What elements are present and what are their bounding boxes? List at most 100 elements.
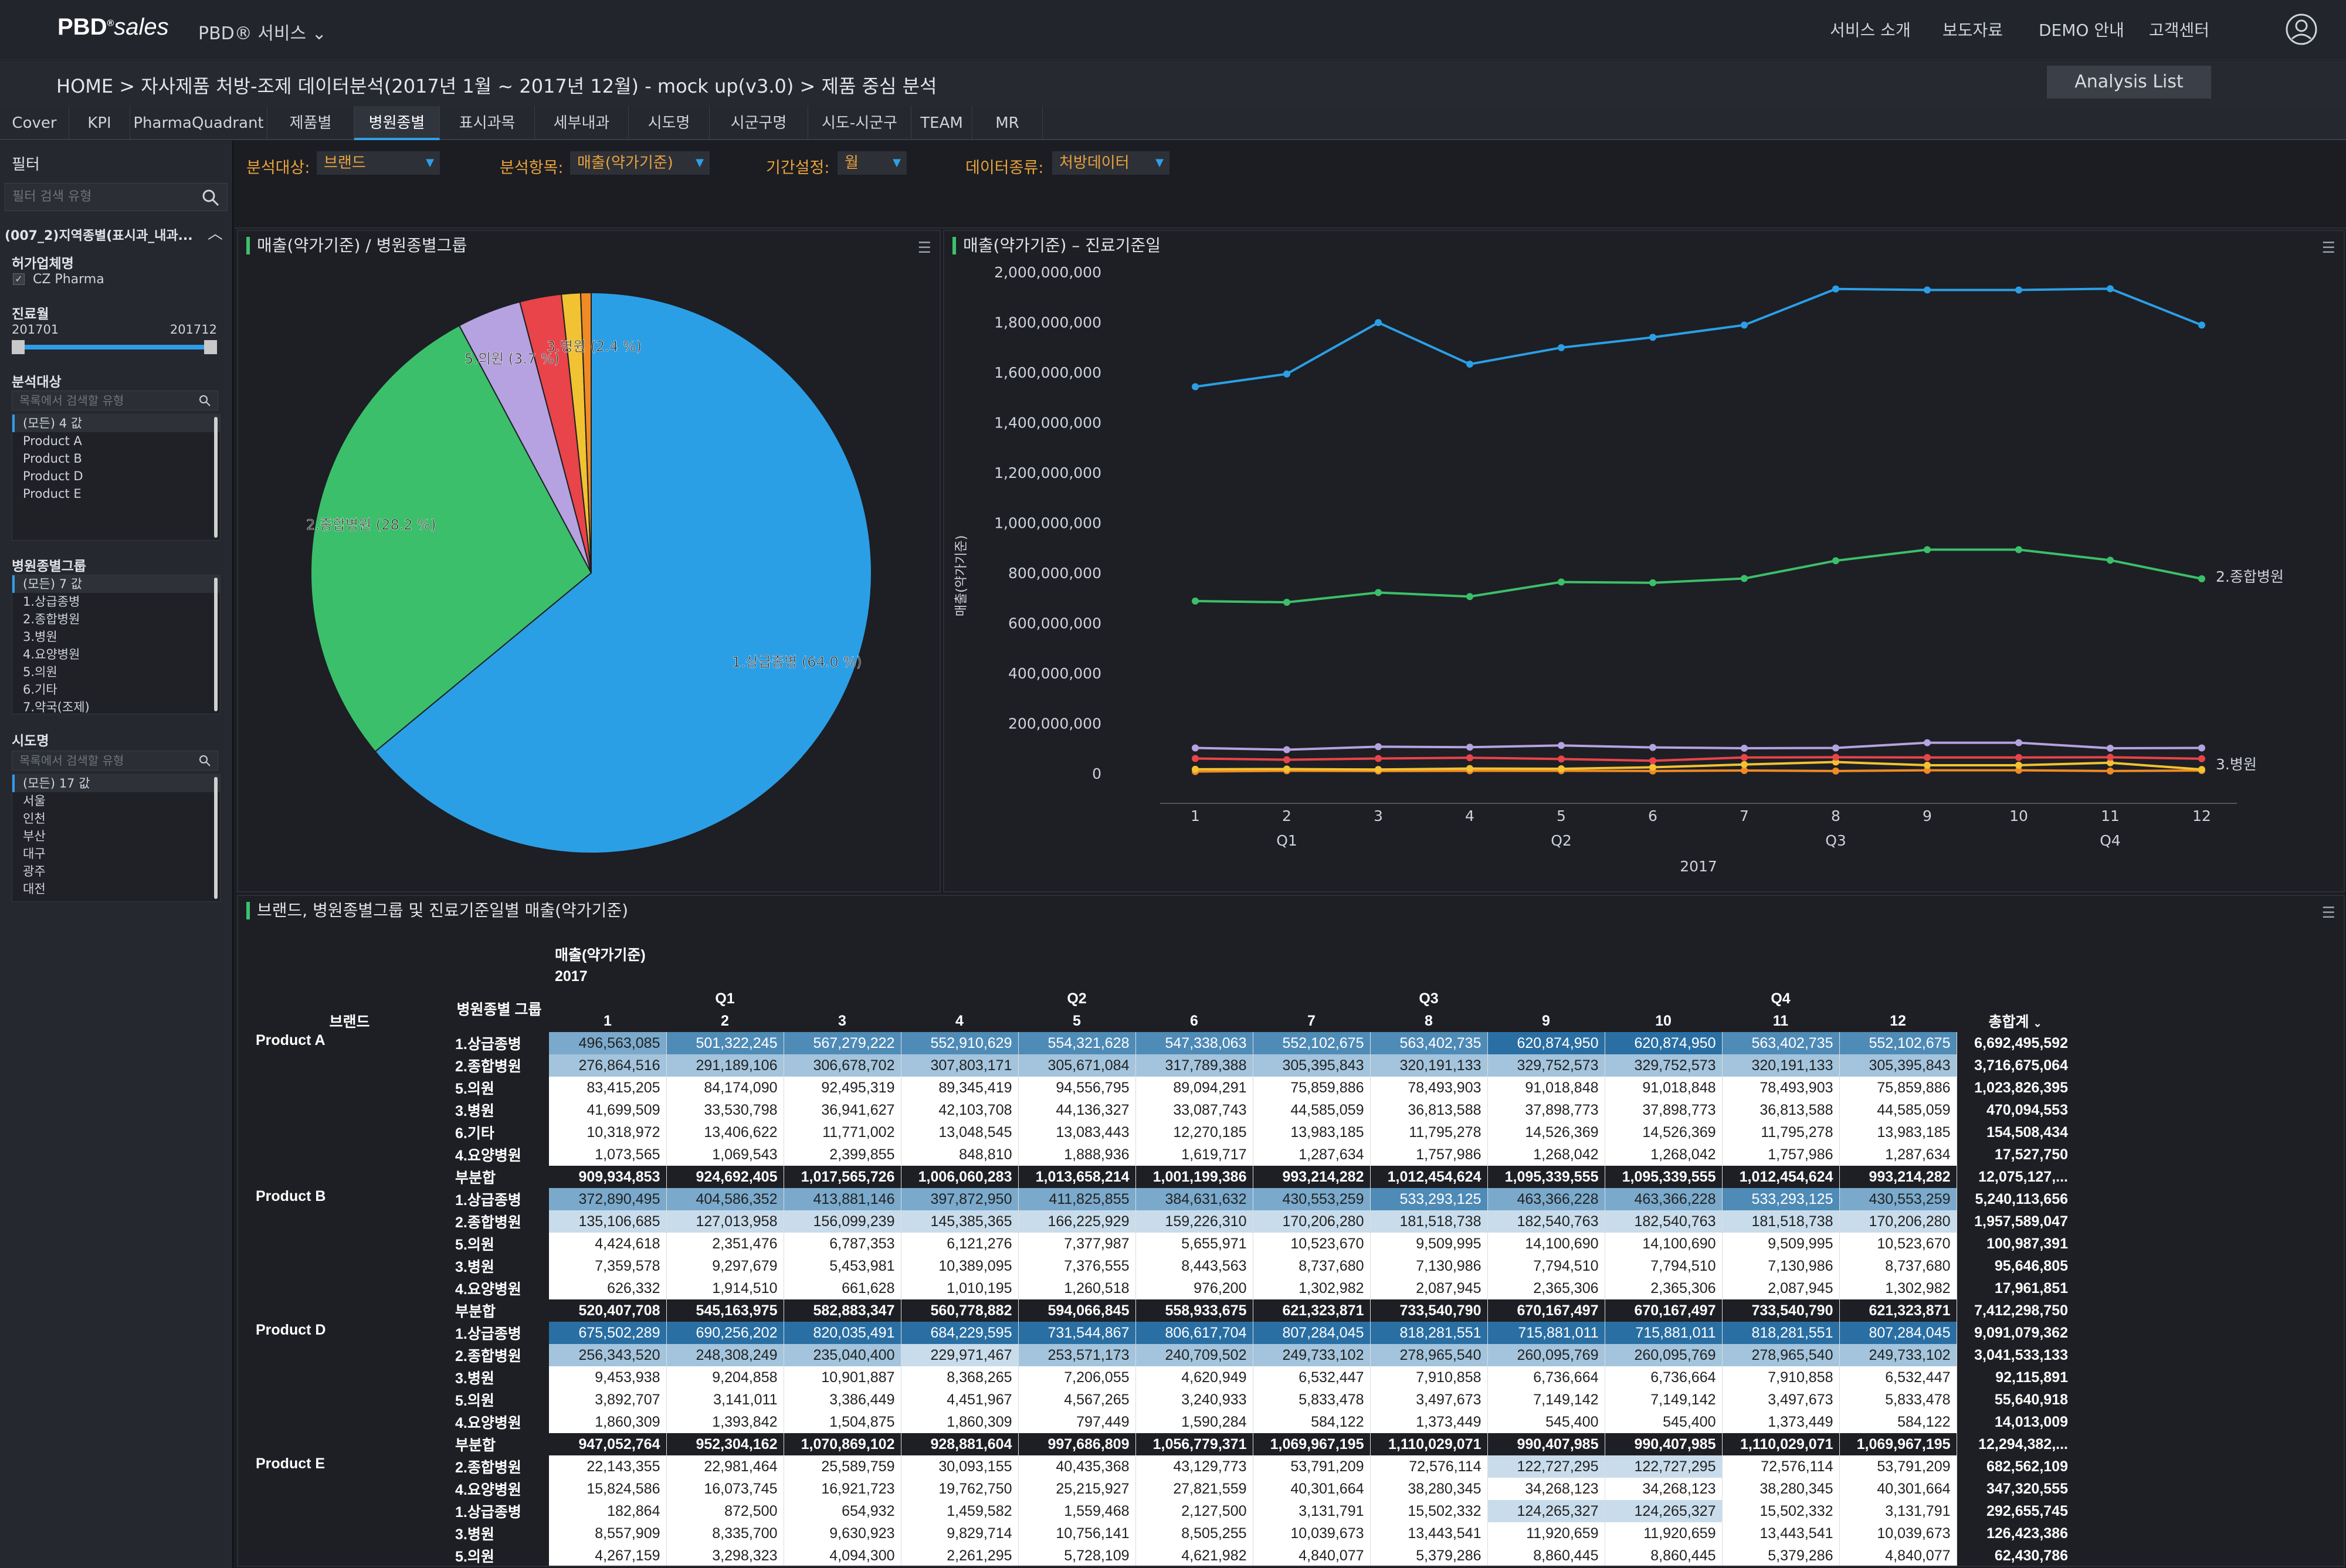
value-cell[interactable]: 1,268,042	[1605, 1143, 1723, 1166]
value-cell[interactable]: 291,189,106	[666, 1054, 784, 1077]
value-cell[interactable]: 14,526,369	[1487, 1121, 1605, 1143]
tab-6[interactable]: 세부내과	[535, 106, 629, 140]
value-cell[interactable]: 9,509,995	[1722, 1233, 1840, 1255]
value-cell[interactable]: 661,628	[784, 1277, 901, 1299]
value-cell[interactable]: 75,859,886	[1839, 1077, 1957, 1099]
tab-1[interactable]: KPI	[69, 106, 130, 140]
value-cell[interactable]: 124,265,327	[1605, 1500, 1723, 1522]
value-cell[interactable]: 1,012,454,624	[1370, 1166, 1488, 1188]
select-item[interactable]: 매출(약가기준) ▼	[570, 151, 710, 175]
data-point[interactable]	[1466, 754, 1473, 762]
tab-8[interactable]: 시군구명	[710, 106, 808, 140]
value-cell[interactable]: 305,671,084	[1018, 1054, 1136, 1077]
value-cell[interactable]: 13,443,541	[1722, 1522, 1840, 1545]
menu-icon[interactable]: ☰	[2321, 904, 2335, 922]
total-cell[interactable]: 12,294,382,...	[1978, 1435, 2068, 1452]
value-cell[interactable]: 545,400	[1605, 1411, 1723, 1433]
value-cell[interactable]: 4,267,159	[549, 1545, 667, 1566]
value-cell[interactable]: 3,497,673	[1370, 1389, 1488, 1411]
data-point[interactable]	[1832, 285, 1839, 293]
value-cell[interactable]: 993,214,282	[1839, 1166, 1957, 1188]
value-cell[interactable]: 22,143,355	[549, 1455, 667, 1478]
value-cell[interactable]: 19,762,750	[901, 1478, 1019, 1500]
value-cell[interactable]: 584,122	[1253, 1411, 1371, 1433]
series-line[interactable]	[1195, 756, 2202, 762]
data-point[interactable]	[1375, 766, 1382, 773]
value-cell[interactable]: 1,069,967,195	[1253, 1433, 1371, 1455]
value-cell[interactable]: 10,389,095	[901, 1255, 1019, 1277]
data-point[interactable]	[1741, 767, 1748, 775]
value-cell[interactable]: 552,102,675	[1839, 1032, 1957, 1054]
value-cell[interactable]: 3,131,791	[1839, 1500, 1957, 1522]
total-cell[interactable]: 1,957,589,047	[1974, 1213, 2068, 1230]
series-line[interactable]	[1195, 548, 2202, 604]
value-cell[interactable]: 990,407,985	[1487, 1433, 1605, 1455]
nav-press[interactable]: 보도자료	[1942, 21, 2003, 40]
value-cell[interactable]: 10,523,670	[1253, 1233, 1371, 1255]
value-cell[interactable]: 8,368,265	[901, 1366, 1019, 1389]
value-cell[interactable]: 38,280,345	[1370, 1478, 1488, 1500]
total-cell[interactable]: 126,423,386	[1986, 1525, 2068, 1542]
value-cell[interactable]: 7,910,858	[1370, 1366, 1488, 1389]
value-cell[interactable]: 249,733,102	[1253, 1344, 1371, 1366]
value-cell[interactable]: 276,864,516	[549, 1054, 667, 1077]
value-cell[interactable]: 715,881,011	[1487, 1322, 1605, 1344]
value-cell[interactable]: 463,366,228	[1605, 1188, 1723, 1210]
value-cell[interactable]: 10,901,887	[784, 1366, 901, 1389]
value-cell[interactable]: 560,778,882	[901, 1299, 1019, 1322]
value-cell[interactable]: 2,351,476	[666, 1233, 784, 1255]
list-item[interactable]: 3.병원	[23, 630, 57, 644]
value-cell[interactable]: 229,971,467	[901, 1344, 1019, 1366]
value-cell[interactable]: 7,130,986	[1370, 1255, 1488, 1277]
value-cell[interactable]: 320,191,133	[1722, 1054, 1840, 1077]
value-cell[interactable]: 997,686,809	[1018, 1433, 1136, 1455]
data-point[interactable]	[1649, 579, 1656, 586]
value-cell[interactable]: 1,590,284	[1135, 1411, 1253, 1433]
value-cell[interactable]: 278,965,540	[1370, 1344, 1488, 1366]
tab-9[interactable]: 시도-시군구	[808, 106, 911, 140]
value-cell[interactable]: 8,505,255	[1135, 1522, 1253, 1545]
value-cell[interactable]: 8,860,445	[1605, 1545, 1723, 1566]
value-cell[interactable]: 733,540,790	[1722, 1299, 1840, 1322]
value-cell[interactable]: 2,365,306	[1487, 1277, 1605, 1299]
value-cell[interactable]: 820,035,491	[784, 1322, 901, 1344]
value-cell[interactable]: 533,293,125	[1722, 1188, 1840, 1210]
value-cell[interactable]: 1,001,199,386	[1135, 1166, 1253, 1188]
value-cell[interactable]: 520,407,708	[549, 1299, 667, 1322]
value-cell[interactable]: 7,149,142	[1605, 1389, 1723, 1411]
value-cell[interactable]: 4,094,300	[784, 1545, 901, 1566]
value-cell[interactable]: 1,095,339,555	[1605, 1166, 1723, 1188]
value-cell[interactable]: 40,301,664	[1839, 1478, 1957, 1500]
data-point[interactable]	[1375, 319, 1382, 327]
series-line[interactable]	[1195, 741, 2202, 751]
total-cell[interactable]: 55,640,918	[1994, 1391, 2068, 1408]
value-cell[interactable]: 14,100,690	[1605, 1233, 1723, 1255]
value-cell[interactable]: 1,287,634	[1839, 1143, 1957, 1166]
value-cell[interactable]: 411,825,855	[1018, 1188, 1136, 1210]
data-point[interactable]	[2198, 575, 2205, 582]
total-cell[interactable]: 6,692,495,592	[1974, 1034, 2068, 1051]
menu-icon[interactable]: ☰	[2321, 239, 2335, 257]
value-cell[interactable]: 10,523,670	[1839, 1233, 1957, 1255]
data-point[interactable]	[2015, 762, 2022, 769]
slider-handle-start[interactable]	[12, 340, 25, 354]
value-cell[interactable]: 36,813,588	[1370, 1099, 1488, 1121]
value-cell[interactable]: 44,585,059	[1839, 1099, 1957, 1121]
value-cell[interactable]: 11,920,659	[1487, 1522, 1605, 1545]
tab-11[interactable]: MR	[972, 106, 1043, 140]
data-point[interactable]	[1649, 744, 1656, 751]
value-cell[interactable]: 1,373,449	[1370, 1411, 1488, 1433]
value-cell[interactable]: 554,321,628	[1018, 1032, 1136, 1054]
value-cell[interactable]: 990,407,985	[1605, 1433, 1723, 1455]
value-cell[interactable]: 3,141,011	[666, 1389, 784, 1411]
total-cell[interactable]: 12,075,127,...	[1978, 1168, 2068, 1185]
value-cell[interactable]: 2,261,295	[901, 1545, 1019, 1566]
total-header[interactable]: 총합계 ⌄	[1988, 1014, 2042, 1030]
data-point[interactable]	[1283, 746, 1290, 754]
value-cell[interactable]: 463,366,228	[1487, 1188, 1605, 1210]
data-point[interactable]	[1741, 744, 1748, 752]
value-cell[interactable]: 3,240,933	[1135, 1389, 1253, 1411]
value-cell[interactable]: 1,006,060,283	[901, 1166, 1019, 1188]
data-point[interactable]	[1375, 589, 1382, 596]
list-item[interactable]: (모든) 7 값	[12, 575, 220, 593]
